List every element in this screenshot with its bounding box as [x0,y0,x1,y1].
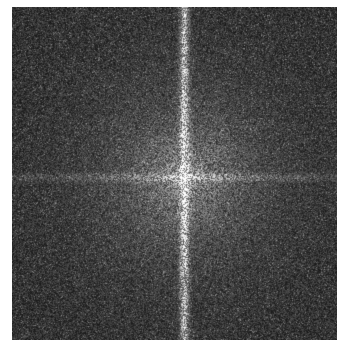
fourier-spectrum-image [12,7,337,340]
